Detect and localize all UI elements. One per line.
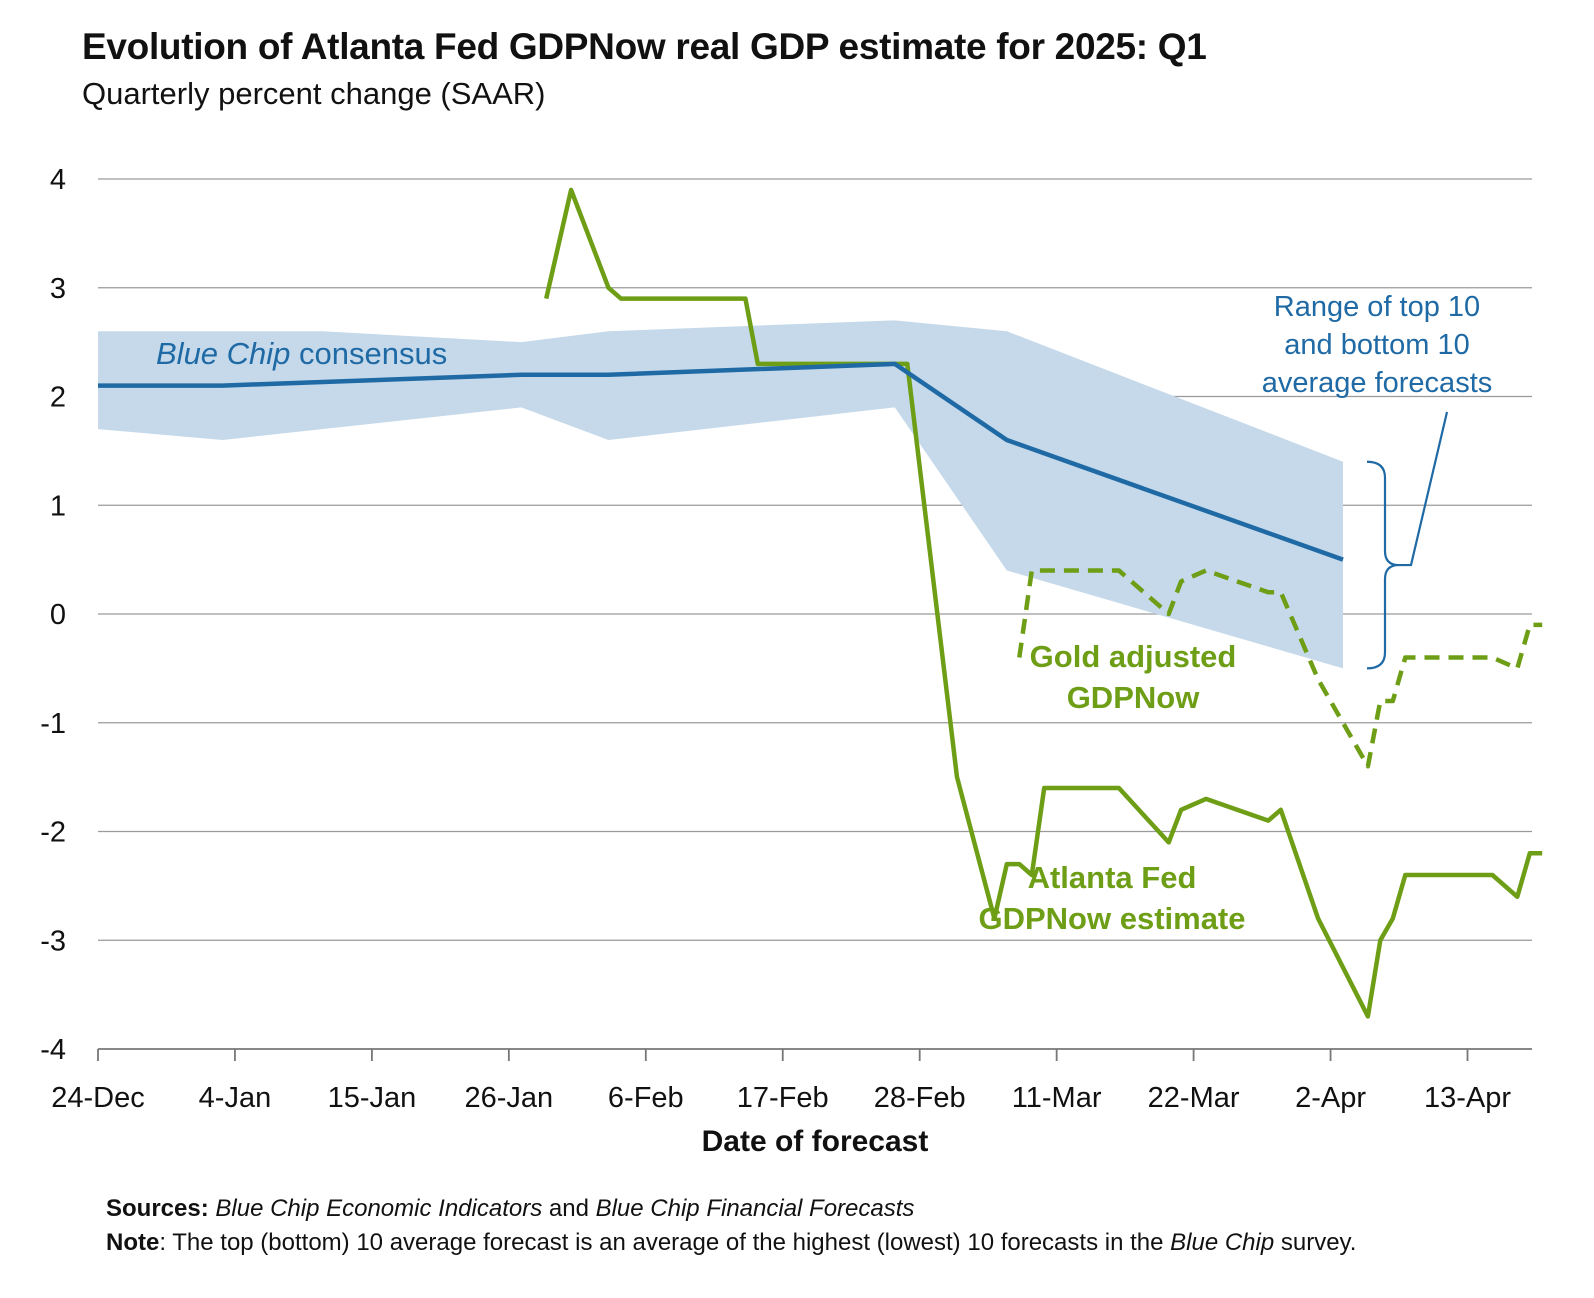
y-tick-label: 0 — [50, 599, 66, 631]
sources-label: Sources: — [106, 1195, 209, 1222]
note-text: : The top (bottom) 10 average forecast i… — [159, 1229, 1171, 1256]
chart-subtitle: Quarterly percent change (SAAR) — [82, 76, 546, 111]
note-label: Note — [106, 1229, 160, 1256]
sources-line: Sources: Blue Chip Economic Indicators a… — [106, 1192, 1526, 1226]
gdpnow-label-line-0: Atlanta Fed — [1028, 860, 1197, 895]
x-tick-label: 24-Dec — [51, 1082, 145, 1114]
x-tick-label: 13-Apr — [1424, 1082, 1511, 1114]
x-axis-label: Date of forecast — [702, 1125, 929, 1158]
y-tick-label: 2 — [50, 382, 66, 414]
x-tick-label: 28-Feb — [874, 1082, 966, 1114]
x-tick-label: 22-Mar — [1148, 1082, 1240, 1114]
gdpnow-label-line-1: GDPNow estimate — [978, 901, 1245, 936]
range-label-line-2: average forecasts — [1262, 367, 1493, 399]
chart-title: Evolution of Atlanta Fed GDPNow real GDP… — [82, 26, 1207, 67]
forecast-range-band — [98, 320, 1343, 669]
y-tick-label: -3 — [40, 925, 66, 957]
x-tick-label: 6-Feb — [608, 1082, 684, 1114]
y-tick-label: -4 — [40, 1034, 66, 1066]
range-label-line-0: Range of top 10 — [1274, 291, 1480, 323]
y-tick-label: 1 — [50, 490, 66, 522]
x-tick-label: 15-Jan — [328, 1082, 417, 1114]
sources-publication-2: Blue Chip Financial Forecasts — [595, 1195, 915, 1222]
note-italic: Blue Chip — [1170, 1229, 1275, 1256]
series-line-0 — [98, 361, 1344, 562]
series-line-1 — [544, 187, 1543, 1019]
sources-conjunction: and — [542, 1195, 596, 1222]
annotations: Blue Chip consensus Gold adjusted GDPNow At… — [156, 291, 1492, 936]
range-bracket — [1366, 460, 1400, 670]
x-axis: 24-Dec 4-Jan 15-Jan 26-Jan 6-Feb 17-Feb 28-Feb… — [51, 1048, 1532, 1158]
x-tick-label: 11-Mar — [1012, 1082, 1102, 1114]
range-label-line-1: and bottom 10 — [1284, 329, 1469, 361]
y-tick-label: -2 — [40, 817, 66, 849]
y-tick-label: -1 — [40, 708, 66, 740]
range-pointer-line — [1399, 411, 1449, 567]
x-tick-label: 2-Apr — [1295, 1082, 1366, 1114]
y-axis-tick-labels: 4 3 2 1 0 -1 -2 -3 -4 — [40, 164, 66, 1066]
note-tail: survey. — [1274, 1229, 1357, 1256]
series-lines — [98, 187, 1543, 1019]
series-line-2 — [1017, 568, 1543, 769]
x-tick-label: 17-Feb — [737, 1082, 829, 1114]
y-tick-label: 3 — [50, 273, 66, 305]
gold-label-line-0: Gold adjusted — [1030, 639, 1237, 674]
gold-label-line-1: GDPNow — [1067, 680, 1201, 715]
x-tick-label: 4-Jan — [199, 1082, 272, 1114]
y-tick-label: 4 — [50, 164, 66, 196]
note-line: Note: The top (bottom) 10 average foreca… — [106, 1226, 1526, 1260]
consensus-label: Blue Chip consensus — [156, 336, 447, 371]
x-tick-label: 26-Jan — [465, 1082, 554, 1114]
sources-publication-1: Blue Chip Economic Indicators — [215, 1195, 543, 1222]
footnote: Sources: Blue Chip Economic Indicators a… — [106, 1192, 1526, 1260]
range-band-area — [98, 320, 1343, 669]
